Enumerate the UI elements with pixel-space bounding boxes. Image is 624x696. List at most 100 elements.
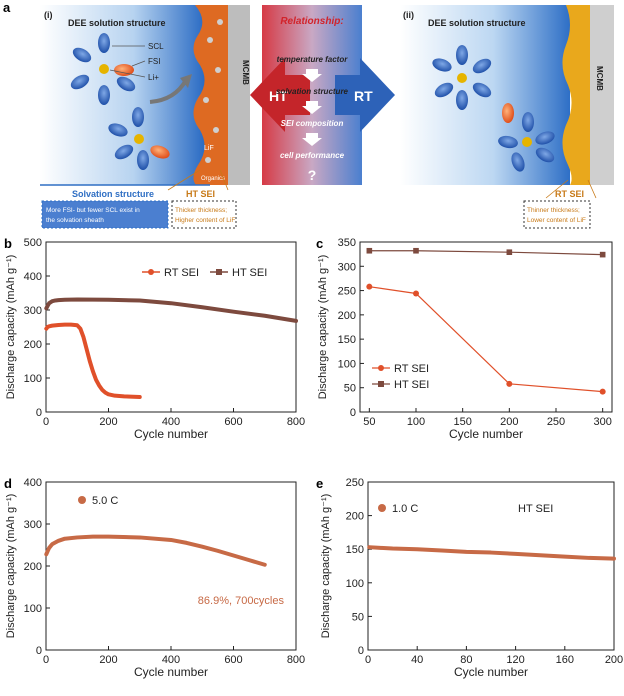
right-electrode-label: MCMB: [595, 66, 604, 91]
legend-fsi: FSI: [148, 57, 160, 66]
x-tick-label: 0: [43, 654, 49, 666]
x-tick-label: 0: [43, 416, 49, 428]
organics-label: Organics: [201, 176, 225, 182]
panel-letter-d: d: [4, 476, 12, 491]
step-4: cell performance: [280, 151, 345, 160]
data-point: [506, 249, 513, 255]
y-tick-label: 500: [24, 237, 42, 249]
x-tick-label: 120: [506, 654, 524, 666]
series-trace-1-0-c: [367, 545, 616, 561]
y-tick-label: 50: [344, 383, 356, 395]
solvation-cluster-4: [498, 103, 555, 172]
panel-letter-c: c: [316, 236, 323, 251]
step-1: temperature factor: [277, 55, 349, 64]
ht-sei-text-2: Higher content of LiF: [175, 217, 235, 224]
panel-letter-a: a: [3, 0, 11, 15]
y-tick-label: 100: [24, 603, 42, 615]
legend-marker-1c: [378, 504, 386, 512]
left-solution-panel: MCMB (i) DEE solution structure SCL FSI …: [40, 5, 250, 229]
series-trace-5-0-c: [44, 534, 267, 567]
x-tick-label: 800: [287, 654, 305, 666]
ht-arrow-icon: [250, 58, 310, 132]
plot-frame: [367, 481, 615, 651]
y-tick-label: 200: [24, 339, 42, 351]
x-tick-label: 200: [99, 654, 117, 666]
y-tick-label: 250: [346, 477, 364, 489]
panel-letter-e: e: [316, 476, 323, 491]
y-tick-label: 300: [24, 305, 42, 317]
y-tick-label: 100: [346, 578, 364, 590]
legend-marker-rt: [378, 365, 384, 371]
relationship-title: Relationship:: [280, 16, 343, 27]
y-tick-label: 200: [24, 561, 42, 573]
legend-marker-ht: [378, 381, 384, 387]
left-title: DEE solution structure: [68, 18, 166, 28]
y-tick-label: 150: [338, 334, 356, 346]
y-tick-label: 200: [338, 310, 356, 322]
right-roman: (ii): [403, 10, 414, 20]
question-mark: ?: [308, 167, 317, 183]
lif-label: LiF: [204, 145, 214, 152]
legend-label-1c: 1.0 C: [392, 503, 418, 515]
rt-label: RT: [354, 88, 373, 104]
x-axis-label: Cycle number: [134, 427, 208, 441]
data-point: [413, 290, 419, 297]
x-tick-label: 160: [556, 654, 574, 666]
rt-sei-title: RT SEI: [555, 189, 584, 199]
chart-c-capacity-vs-cycle: c 50 100 150 200 250 300 0 50 100 150 200 250 300 350 C…: [316, 236, 613, 441]
y-tick-label: 50: [352, 611, 364, 623]
x-tick-label: 400: [162, 654, 180, 666]
x-tick-label: 300: [593, 416, 611, 428]
series-line-rt-sei: [369, 286, 603, 393]
x-tick-label: 200: [99, 416, 117, 428]
schematic-panel-a: a MCMB (i) DEE solution structure SCL FS…: [3, 0, 614, 229]
left-electrode-label: MCMB: [241, 60, 250, 85]
x-axis-label: Cycle number: [449, 427, 523, 441]
y-axis-label: Discharge capacity (mAh g⁻¹): [317, 255, 329, 400]
solvation-cluster-3: [432, 45, 492, 110]
series-trace-ht-sei: [44, 297, 298, 323]
x-tick-label: 800: [287, 416, 305, 428]
y-tick-label: 400: [24, 271, 42, 283]
y-tick-label: 0: [350, 407, 356, 419]
solvation-cluster-2: [108, 107, 170, 170]
rt-arrow-icon: [335, 58, 395, 132]
x-tick-label: 600: [224, 654, 242, 666]
ht-label: HT: [269, 88, 288, 104]
y-tick-label: 250: [338, 286, 356, 298]
x-tick-label: 200: [605, 654, 623, 666]
down-arrow-icon-3: [302, 133, 322, 146]
x-tick-label: 50: [363, 416, 375, 428]
data-point: [413, 247, 419, 254]
y-tick-label: 100: [338, 358, 356, 370]
solvation-cluster-1: [70, 33, 136, 105]
y-tick-label: 200: [346, 511, 364, 523]
y-tick-label: 150: [346, 544, 364, 556]
data-point: [366, 247, 373, 254]
plot-frame: [359, 241, 613, 413]
data-point: [506, 380, 513, 387]
y-axis-label: Discharge capacity (mAh g⁻¹): [320, 494, 332, 639]
legend-marker-ht: [216, 269, 222, 275]
legend-scl: SCL: [148, 42, 164, 51]
down-arrow-icon-2: [302, 101, 322, 114]
legend-li: Li+: [148, 73, 159, 82]
solvation-box-title: Solvation structure: [72, 189, 154, 199]
legend-label-rt: RT SEI: [394, 363, 429, 375]
legend-label-ht: HT SEI: [232, 267, 267, 279]
data-point: [599, 388, 606, 395]
step-3: SEI composition: [281, 119, 344, 128]
relationship-panel: HT RT Relationship: temperature factor s…: [250, 5, 395, 185]
y-tick-label: 0: [36, 645, 42, 657]
x-axis-label: Cycle number: [454, 665, 528, 679]
legend-label-5c: 5.0 C: [92, 495, 118, 507]
ht-sei-text-1: Thicker thickness;: [175, 207, 227, 214]
chart-b-long-cycling-rt-ht: b 0 200 400 600 800 0 100 200 300 400 500 Cycle numb…: [4, 236, 305, 441]
panel-letter-b: b: [4, 236, 12, 251]
x-tick-label: 250: [547, 416, 565, 428]
y-tick-label: 100: [24, 373, 42, 385]
ht-sei-title: HT SEI: [186, 189, 215, 199]
down-arrow-icon-1: [302, 69, 322, 82]
y-tick-label: 0: [358, 645, 364, 657]
chart-e-rate-1c: e 0 40 80 120 160 200 0 50 100 150 200 250 Cycle numb…: [316, 476, 623, 679]
